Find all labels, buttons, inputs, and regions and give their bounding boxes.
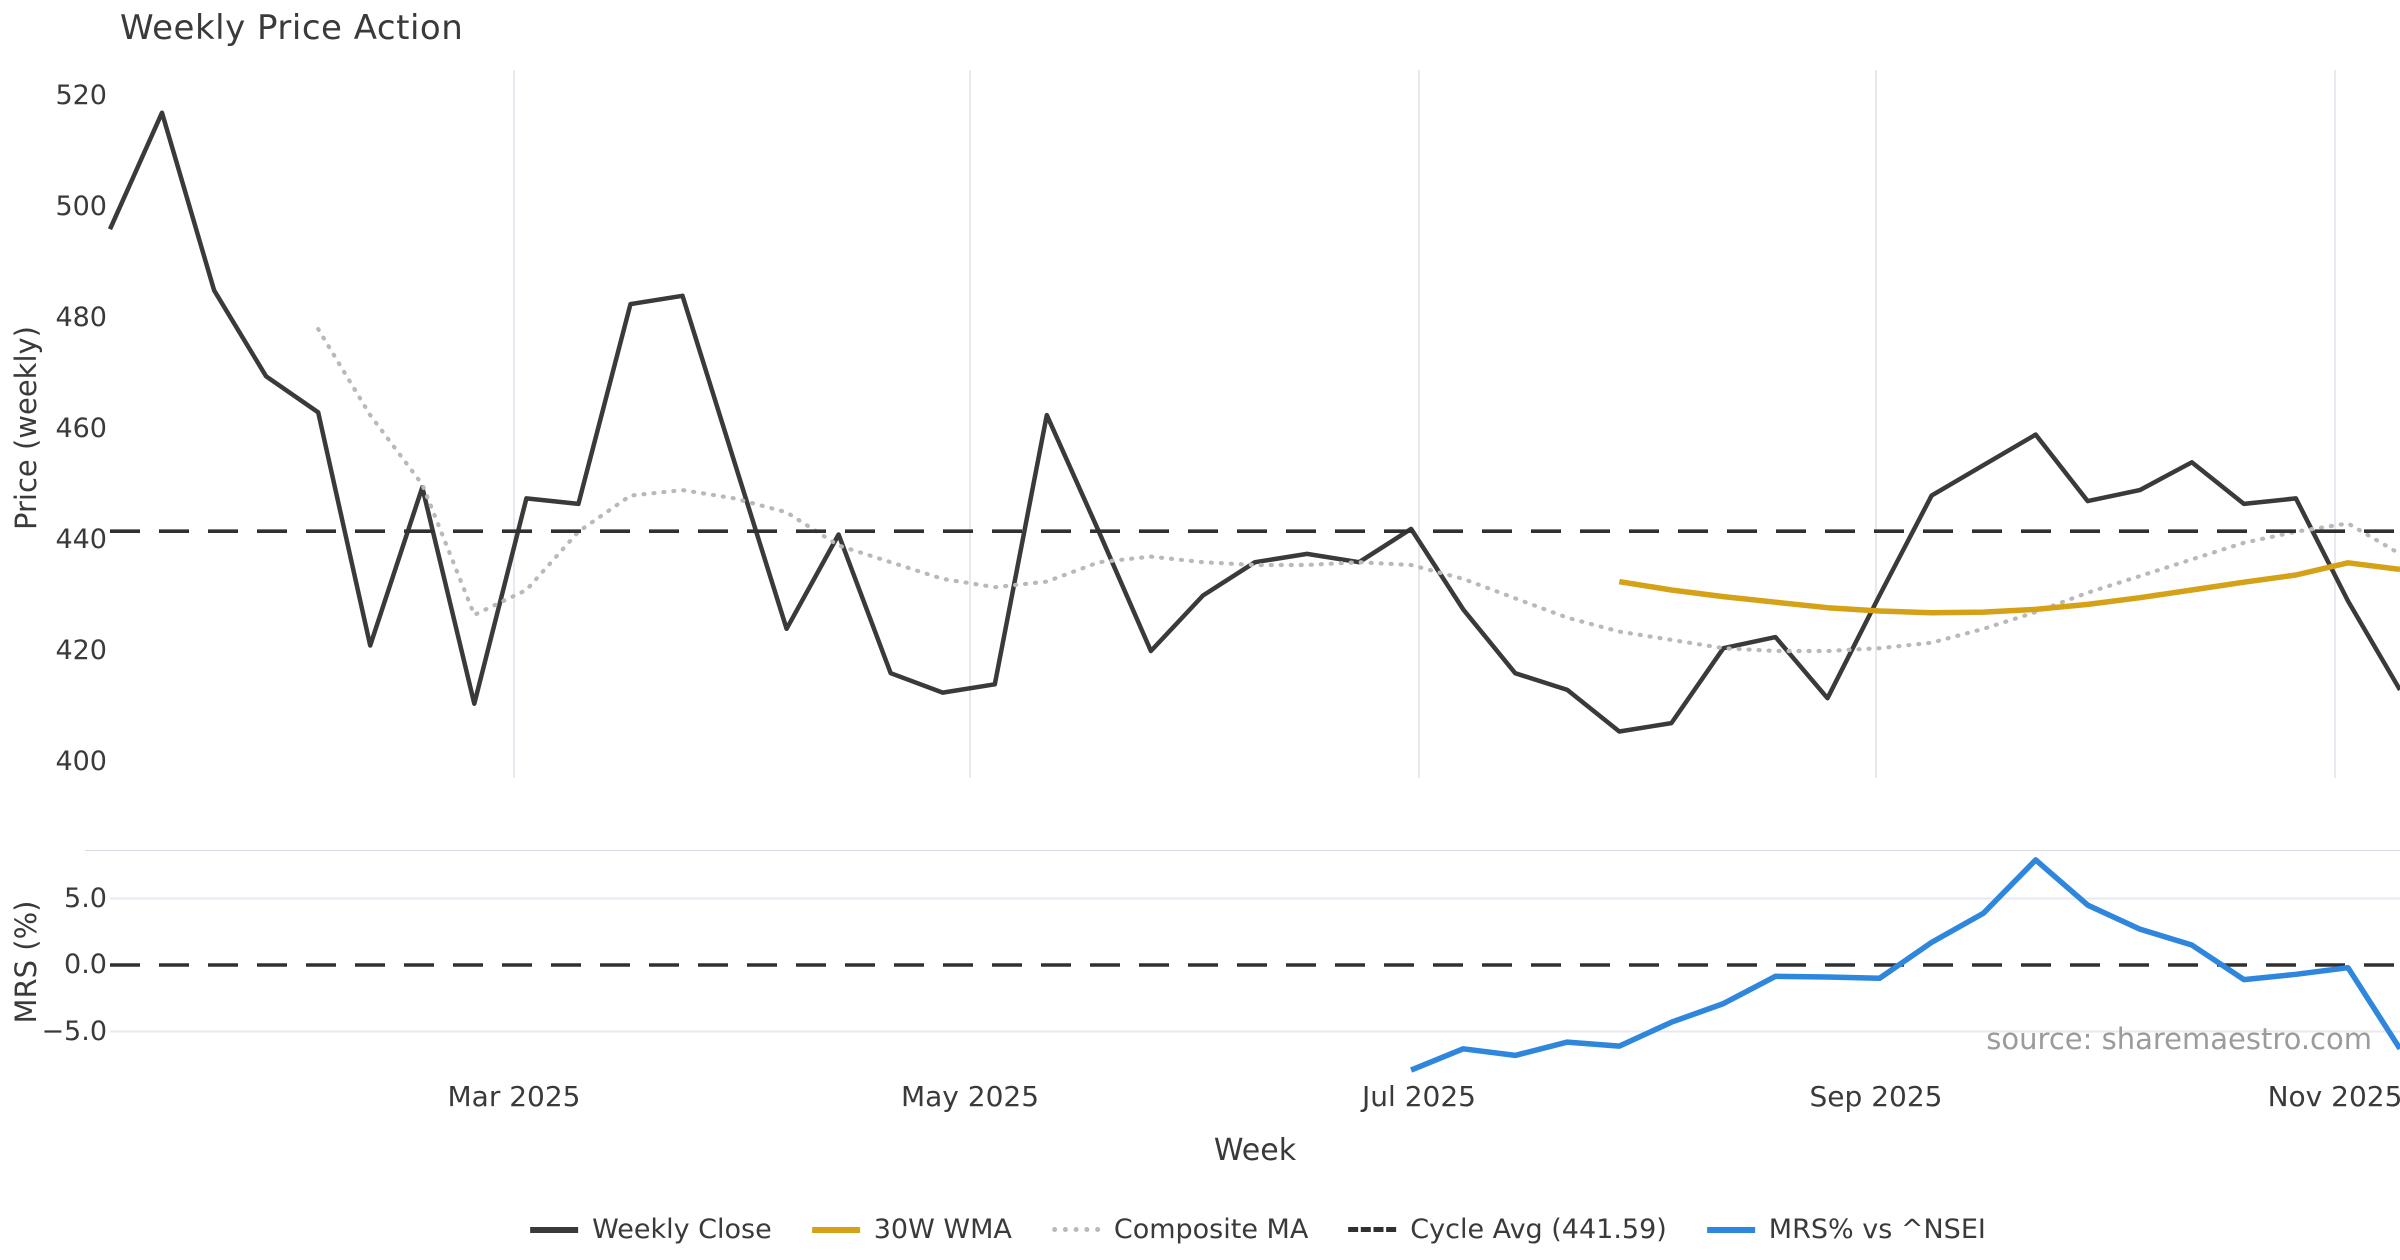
legend-item-30w-wma[interactable]: 30W WMA bbox=[811, 1214, 1012, 1245]
price-ytick-label: 420 bbox=[55, 635, 107, 666]
legend-swatch-dashed-icon bbox=[1348, 1227, 1397, 1232]
legend-label: Weekly Close bbox=[592, 1214, 772, 1245]
price-ytick-label: 400 bbox=[55, 746, 107, 777]
x-tick-label: Mar 2025 bbox=[447, 1080, 581, 1113]
price-ytick-label: 440 bbox=[55, 524, 107, 555]
x-tick-label: Nov 2025 bbox=[2267, 1080, 2400, 1113]
legend-swatch-solid-icon bbox=[530, 1226, 579, 1233]
price-panel-svg bbox=[107, 70, 2400, 778]
x-tick-label: Jul 2025 bbox=[1362, 1080, 1476, 1113]
mrs-ytick-label: 5.0 bbox=[64, 882, 107, 914]
legend-label: Composite MA bbox=[1113, 1214, 1309, 1245]
mrs-panel-svg bbox=[85, 850, 2400, 1073]
x-tick-label: Sep 2025 bbox=[1809, 1080, 1943, 1113]
legend: Weekly Close 30W WMA Composite MA Cycle Avg… bbox=[530, 1214, 1986, 1245]
legend-item-cycle-avg-441-59-[interactable]: Cycle Avg (441.59) bbox=[1348, 1214, 1667, 1245]
mrs-ytick-label: −5.0 bbox=[41, 1015, 107, 1047]
legend-item-weekly-close[interactable]: Weekly Close bbox=[530, 1214, 772, 1245]
price-ytick-label: 480 bbox=[55, 302, 107, 333]
price-ytick-label: 520 bbox=[55, 80, 107, 111]
x-tick-label: May 2025 bbox=[900, 1080, 1040, 1113]
weekly-close-line bbox=[107, 110, 2400, 734]
30w-wma-line bbox=[1618, 560, 2400, 616]
chart-title: Weekly Price Action bbox=[120, 8, 464, 48]
legend-label: Cycle Avg (441.59) bbox=[1410, 1214, 1667, 1245]
legend-label: 30W WMA bbox=[873, 1214, 1012, 1245]
mrs-line bbox=[1410, 857, 2400, 1073]
legend-swatch-solid-icon bbox=[811, 1226, 860, 1233]
legend-swatch-solid-icon bbox=[1706, 1226, 1755, 1233]
price-ytick-label: 500 bbox=[55, 191, 107, 222]
legend-label: MRS% vs ^NSEI bbox=[1768, 1214, 1986, 1245]
price-ytick-label: 460 bbox=[55, 413, 107, 444]
source-note: source: sharemaestro.com bbox=[1986, 1022, 2372, 1056]
legend-item-composite-ma[interactable]: Composite MA bbox=[1051, 1214, 1309, 1245]
mrs-ytick-label: 0.0 bbox=[64, 949, 107, 980]
week-axis-label: Week bbox=[1213, 1133, 1297, 1168]
legend-swatch-dotted-icon bbox=[1051, 1227, 1100, 1232]
legend-item-mrs-vs-nsei[interactable]: MRS% vs ^NSEI bbox=[1706, 1214, 1986, 1245]
